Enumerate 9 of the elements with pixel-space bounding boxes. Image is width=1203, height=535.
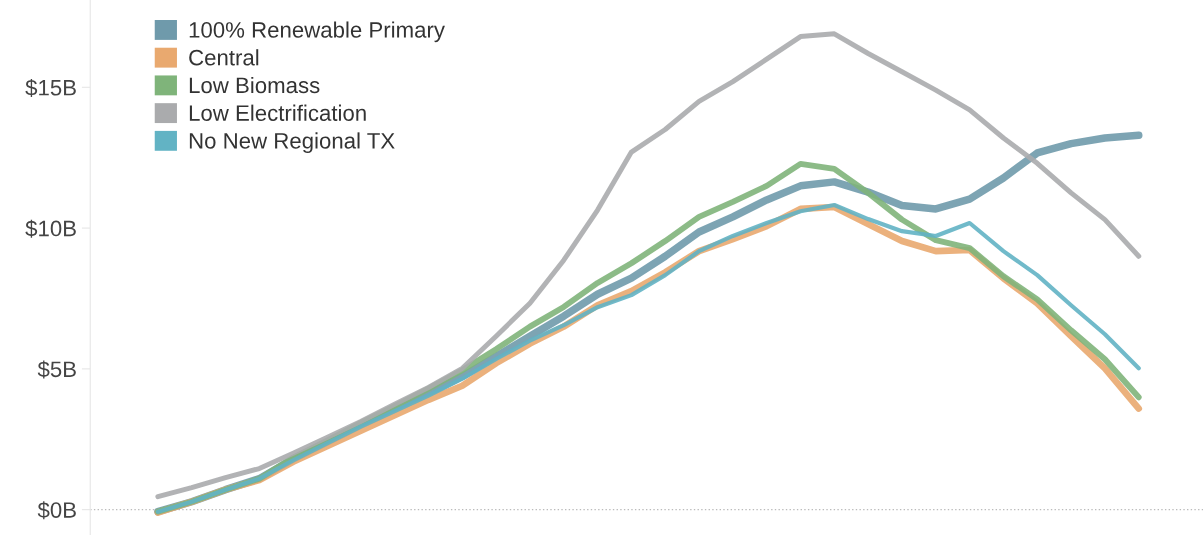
legend-label: Central bbox=[189, 49, 259, 66]
y-tick-label: $5B bbox=[37, 360, 76, 379]
legend-label: 100% Renewable Primary bbox=[189, 21, 445, 43]
legend-label: No New Regional TX bbox=[189, 132, 395, 154]
y-tick-label: $10B bbox=[25, 219, 76, 238]
legend-label: Low Electrification bbox=[189, 104, 366, 121]
legend-label: Low Biomass bbox=[189, 76, 320, 94]
y-tick-label: $0B bbox=[37, 501, 76, 520]
y-tick-label: $15B bbox=[25, 78, 76, 97]
